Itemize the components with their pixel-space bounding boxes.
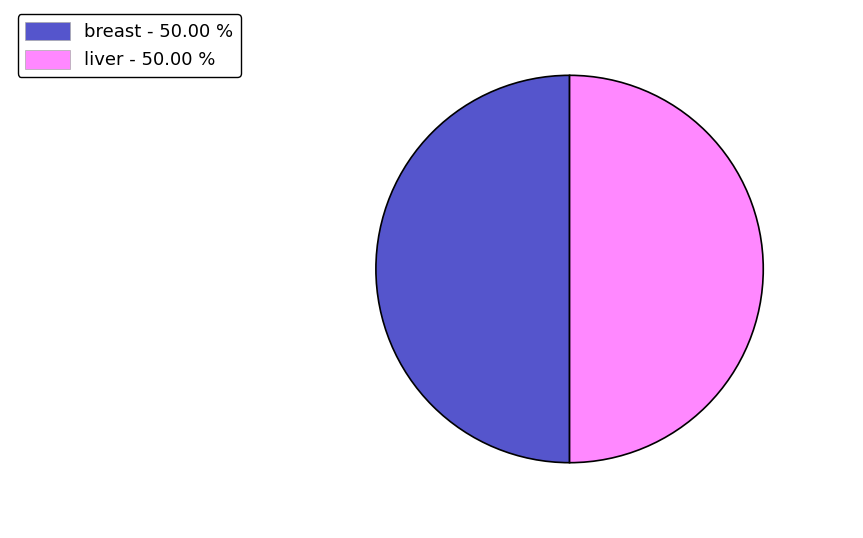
Legend: breast - 50.00 %, liver - 50.00 %: breast - 50.00 %, liver - 50.00 %	[17, 15, 241, 76]
Wedge shape	[376, 75, 570, 463]
Wedge shape	[570, 75, 763, 463]
